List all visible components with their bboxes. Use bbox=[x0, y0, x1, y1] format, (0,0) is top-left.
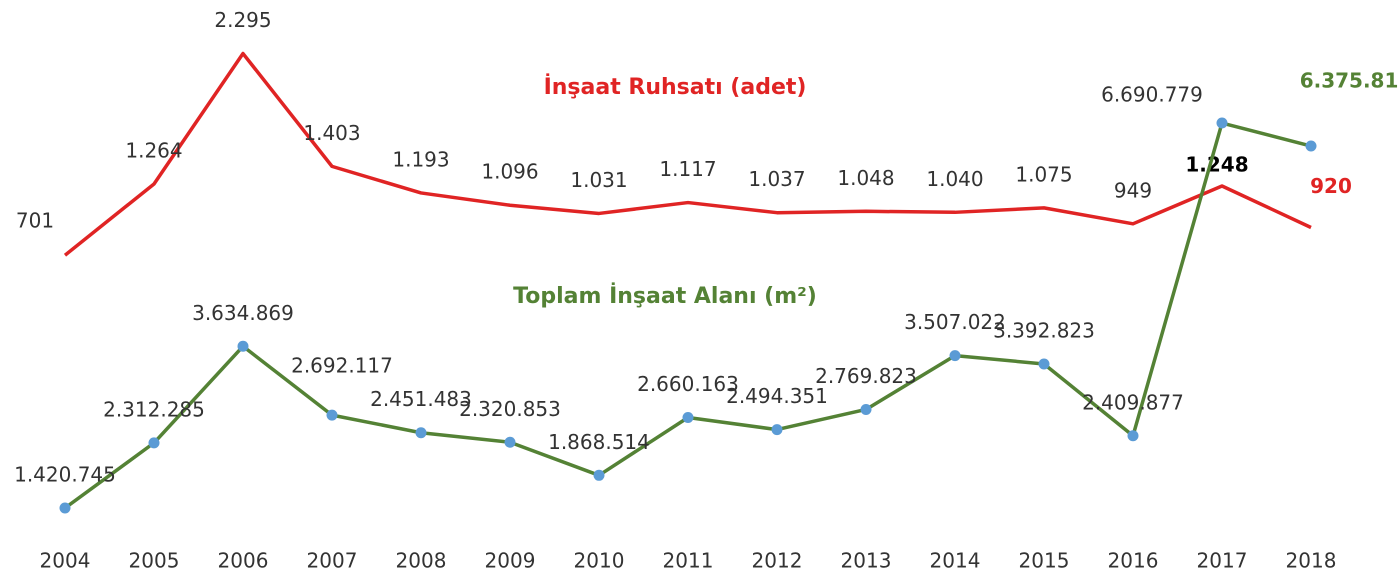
data-label: 1.403 bbox=[303, 121, 360, 145]
point bbox=[326, 409, 338, 421]
data-label: 3.392.823 bbox=[993, 318, 1095, 342]
point bbox=[59, 502, 71, 514]
data-label: 1.096 bbox=[481, 160, 538, 184]
x-tick-label: 2013 bbox=[841, 549, 892, 573]
data-label: 2.769.823 bbox=[815, 364, 917, 388]
data-label: 2.692.117 bbox=[291, 354, 393, 378]
point bbox=[682, 411, 694, 423]
series-label: Toplam İnşaat Alanı (m²) bbox=[513, 283, 817, 309]
data-label: 1.193 bbox=[392, 147, 449, 171]
data-label: 2.451.483 bbox=[370, 387, 472, 411]
series-label: İnşaat Ruhsatı (adet) bbox=[544, 74, 807, 100]
x-tick-label: 2010 bbox=[574, 549, 625, 573]
data-label: 1.075 bbox=[1015, 162, 1072, 186]
data-label: 949 bbox=[1114, 178, 1152, 202]
x-tick-label: 2005 bbox=[129, 549, 180, 573]
data-label: 3.634.869 bbox=[192, 301, 294, 325]
data-label: 1.040 bbox=[926, 167, 983, 191]
data-label: 1.868.514 bbox=[548, 430, 650, 454]
point bbox=[949, 350, 961, 362]
data-label: 1.248 bbox=[1185, 152, 1248, 176]
x-tick-label: 2011 bbox=[663, 549, 714, 573]
point bbox=[771, 424, 783, 436]
point bbox=[1216, 117, 1228, 129]
data-label: 701 bbox=[16, 209, 54, 233]
x-tick-label: 2015 bbox=[1019, 549, 1070, 573]
point bbox=[1038, 358, 1050, 370]
data-label: 2.295 bbox=[214, 8, 271, 32]
x-tick-label: 2004 bbox=[40, 549, 91, 573]
data-label: 1.264 bbox=[125, 138, 182, 162]
data-label: 2.312.285 bbox=[103, 397, 205, 421]
x-tick-label: 2012 bbox=[752, 549, 803, 573]
x-tick-label: 2016 bbox=[1108, 549, 1159, 573]
point bbox=[237, 340, 249, 352]
data-label: 2.320.853 bbox=[459, 397, 561, 421]
x-tick-label: 2014 bbox=[930, 549, 981, 573]
x-tick-label: 2008 bbox=[396, 549, 447, 573]
point bbox=[1127, 430, 1139, 442]
point bbox=[148, 437, 160, 449]
data-label: 1.031 bbox=[570, 168, 627, 192]
series-line bbox=[63, 51, 1312, 257]
point bbox=[860, 403, 872, 415]
data-label: 2.494.351 bbox=[726, 384, 828, 408]
point bbox=[504, 436, 516, 448]
data-label: 2.409.877 bbox=[1082, 390, 1184, 414]
x-tick-label: 2009 bbox=[485, 549, 536, 573]
data-label: 920 bbox=[1310, 174, 1352, 198]
point bbox=[593, 469, 605, 481]
data-label: 1.117 bbox=[659, 157, 716, 181]
data-label: 6.690.779 bbox=[1101, 83, 1203, 107]
x-tick-label: 2006 bbox=[218, 549, 269, 573]
data-label: 1.048 bbox=[837, 166, 894, 190]
data-label: 2.660.163 bbox=[637, 372, 739, 396]
point bbox=[1305, 140, 1317, 152]
x-tick-label: 2007 bbox=[307, 549, 358, 573]
x-tick-label: 2017 bbox=[1197, 549, 1248, 573]
x-tick-label: 2018 bbox=[1286, 549, 1337, 573]
point bbox=[415, 427, 427, 439]
data-label: 1.420.745 bbox=[14, 463, 116, 487]
data-label: 1.037 bbox=[748, 167, 805, 191]
data-label: 3.507.022 bbox=[904, 310, 1006, 334]
data-label: 6.375.819 bbox=[1300, 69, 1399, 93]
